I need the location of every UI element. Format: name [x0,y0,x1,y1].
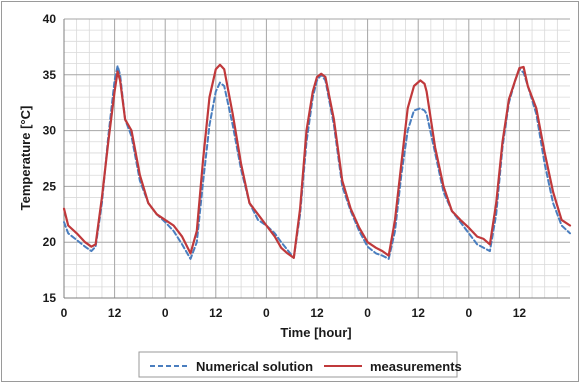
x-tick-label: 0 [364,306,371,320]
x-tick-label: 0 [465,306,472,320]
y-tick-label: 20 [43,235,57,249]
legend-label-measurements: measurements [370,359,462,374]
axes [63,19,570,299]
legend-label-numerical: Numerical solution [196,359,313,374]
x-tick-label: 0 [263,306,270,320]
legend: Numerical solution measurements [138,351,462,378]
y-tick-label: 30 [43,124,57,138]
y-tick-label: 40 [43,12,57,26]
major-gridlines [64,18,570,299]
x-axis-title: Time [hour] [280,325,351,340]
series-line-measurements [62,63,572,259]
legend-box [138,351,458,378]
x-tick-labels: 0 12 0 12 0 12 0 12 0 12 [61,306,527,320]
y-tick-labels: 15 20 25 30 35 40 [43,12,57,305]
x-tick-label: 12 [412,306,426,320]
y-tick-label: 25 [43,179,57,193]
y-tick-label: 35 [43,68,57,82]
x-tick-label: 12 [108,306,122,320]
x-tick-label: 12 [310,306,324,320]
x-tick-label: 0 [61,306,68,320]
x-tick-label: 12 [209,306,223,320]
y-axis-title: Temperature [°C] [18,106,33,211]
x-tick-label: 0 [162,306,169,320]
x-tick-label: 12 [513,306,527,320]
y-tick-label: 15 [43,291,57,305]
series-group [62,63,572,260]
